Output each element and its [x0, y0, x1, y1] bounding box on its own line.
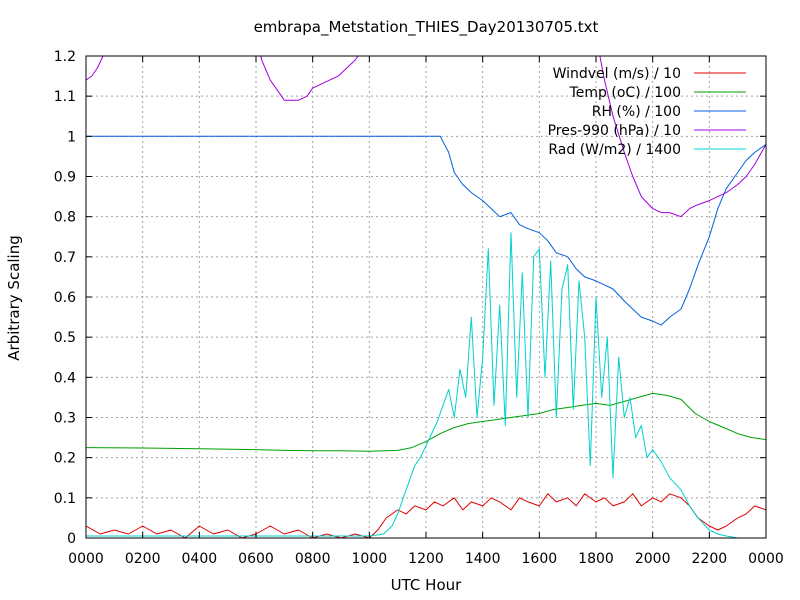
series-group [86, 56, 766, 538]
x-tick-label: 1200 [408, 551, 444, 567]
series-line-4 [86, 232, 766, 538]
y-tick-label: 0.6 [54, 290, 76, 306]
y-tick-label: 0.9 [54, 170, 76, 186]
legend-label: Pres-990 (hPa) / 10 [548, 123, 681, 139]
series-line-0 [86, 493, 766, 538]
legend-label: Windvel (m/s) / 10 [553, 66, 681, 82]
x-tick-label: 0600 [238, 551, 274, 567]
series-line-1 [86, 392, 766, 452]
legend-label: RH (%) / 100 [592, 104, 681, 120]
y-axis-label: Arbitrary Scaling [5, 235, 23, 361]
y-tick-label: 0.8 [54, 210, 76, 226]
x-tick-label: 1800 [578, 551, 614, 567]
x-tick-label: 1400 [465, 551, 501, 567]
x-tick-label: 0400 [182, 551, 218, 567]
axis-ticks: 0 0.1 0.2 0.3 0.4 0.5 0.6 0.7 0.8 0.9 1 1.1 1.2 0000 0… [54, 49, 784, 567]
x-tick-label: 0000 [748, 551, 784, 567]
x-tick-label: 2200 [692, 551, 728, 567]
y-tick-label: 0.3 [54, 411, 76, 427]
legend-label: Rad (W/m2) / 1400 [548, 142, 681, 158]
y-tick-label: 0.7 [54, 250, 76, 266]
y-tick-label: 1.2 [54, 49, 76, 65]
x-tick-label: 1600 [522, 551, 558, 567]
y-tick-label: 0 [67, 531, 76, 547]
legend-label: Temp (oC) / 100 [569, 85, 681, 101]
x-tick-label: 0800 [295, 551, 331, 567]
x-axis-label: UTC Hour [391, 576, 462, 594]
x-tick-label: 0000 [68, 551, 104, 567]
x-tick-label: 2000 [635, 551, 671, 567]
x-tick-label: 0200 [125, 551, 161, 567]
y-tick-label: 0.1 [54, 491, 76, 507]
y-tick-label: 0.2 [54, 451, 76, 467]
y-tick-label: 1.1 [54, 89, 76, 105]
series-line-2 [86, 135, 766, 326]
x-tick-label: 1000 [352, 551, 388, 567]
y-tick-label: 1 [67, 129, 76, 145]
y-tick-label: 0.4 [54, 370, 76, 386]
y-tick-label: 0.5 [54, 330, 76, 346]
legend: Windvel (m/s) / 10 Temp (oC) / 100 RH (%) … [548, 66, 746, 158]
chart-title: embrapa_Metstation_THIES_Day20130705.txt [254, 18, 599, 37]
series-line-3 [86, 56, 766, 218]
